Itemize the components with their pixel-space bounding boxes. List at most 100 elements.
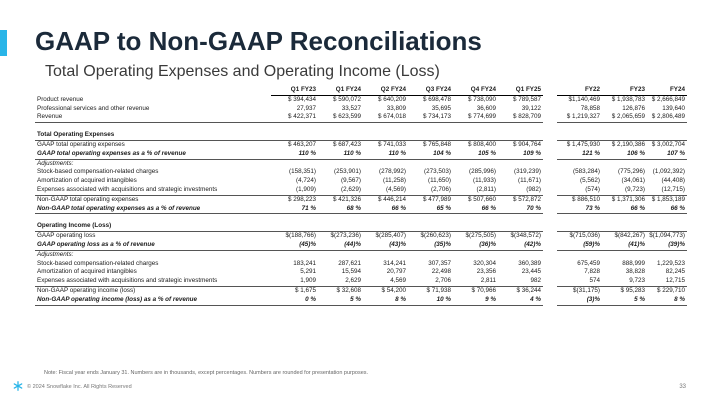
value-cell: 36,609 bbox=[476, 104, 496, 112]
value-cell: 126,876 bbox=[622, 104, 645, 112]
table-row: Stock-based compensation-related charges… bbox=[35, 168, 687, 177]
value-cell: 39,122 bbox=[521, 104, 541, 112]
column-gap bbox=[543, 268, 557, 277]
value-cell: 139,640 bbox=[662, 104, 685, 112]
value-cell: (273,503) bbox=[424, 168, 451, 176]
value-cell: 110 % bbox=[318, 149, 363, 160]
row-label: GAAP operating loss as a % of revenue bbox=[35, 240, 271, 251]
value-cell: $ 2,065,659 bbox=[602, 113, 647, 124]
value-cell: 574 bbox=[557, 277, 602, 287]
value-cell: (11,650) bbox=[428, 177, 451, 185]
value-cell: 82,245 bbox=[665, 268, 685, 276]
value-cell: 106 % bbox=[602, 149, 647, 160]
value-cell: 12,715 bbox=[647, 277, 687, 287]
value-cell: 982 bbox=[498, 277, 543, 287]
value-cell: $ 734,173 bbox=[408, 113, 453, 124]
value-cell: 5 % bbox=[318, 295, 363, 306]
opex-gaap-block: GAAP total operating expenses $ 463,207 $ … bbox=[35, 140, 687, 160]
column-header: Q1 FY23 bbox=[271, 86, 318, 96]
snowflake-icon bbox=[13, 381, 23, 391]
value-cell: $ 904,764 bbox=[512, 140, 541, 148]
row-label: GAAP total operating expenses as a % of … bbox=[35, 149, 271, 160]
value-cell: 314,241 bbox=[383, 259, 406, 267]
value-cell: (39)% bbox=[647, 240, 687, 251]
column-gap bbox=[543, 150, 557, 159]
value-cell: 22,498 bbox=[431, 268, 451, 276]
row-label: Product revenue bbox=[37, 95, 84, 103]
value-cell: (35)% bbox=[408, 240, 453, 251]
table-row: GAAP operating loss as a % of revenue (45… bbox=[35, 240, 687, 251]
opinc-adjustments-label-block: Adjustments: bbox=[35, 250, 687, 259]
value-cell: $ 828,709 bbox=[498, 113, 543, 124]
column-gap bbox=[543, 168, 557, 177]
value-cell: (583,284) bbox=[573, 168, 600, 176]
value-cell: 1,229,523 bbox=[656, 259, 685, 267]
value-cell: (285,996) bbox=[469, 168, 496, 176]
table-row: Expenses associated with acquisitions an… bbox=[35, 185, 687, 196]
column-header: Q2 FY24 bbox=[363, 86, 408, 96]
column-gap bbox=[543, 177, 557, 186]
value-cell: $(273,236) bbox=[330, 232, 361, 240]
value-cell: 27,937 bbox=[296, 104, 316, 112]
opinc-gaap-block: GAAP operating loss $(188,766) $(273,236) $… bbox=[35, 232, 687, 251]
value-cell: 360,389 bbox=[518, 259, 541, 267]
column-gap bbox=[543, 113, 557, 122]
row-label: Stock-based compensation-related charges bbox=[37, 259, 159, 267]
value-cell: $ 2,666,849 bbox=[651, 95, 685, 103]
column-gap bbox=[543, 260, 557, 269]
value-cell: 9,723 bbox=[602, 277, 647, 287]
value-cell: 35,695 bbox=[431, 104, 451, 112]
row-label: GAAP operating loss bbox=[37, 232, 96, 240]
row-label: Non-GAAP operating income (loss) bbox=[37, 286, 136, 294]
table-row: Professional services and other revenue 2… bbox=[35, 105, 687, 114]
value-cell: 23,445 bbox=[521, 268, 541, 276]
value-cell: $ 32,608 bbox=[336, 286, 361, 294]
value-cell: $ 463,207 bbox=[287, 140, 316, 148]
value-cell: $ 298,223 bbox=[287, 195, 316, 203]
copyright-text: © 2024 Snowflake Inc. All Rights Reserve… bbox=[27, 384, 132, 390]
row-label: Amortization of acquired intangibles bbox=[37, 268, 137, 276]
adjustments-label: Adjustments: bbox=[37, 159, 74, 167]
value-cell: $ 3,002,704 bbox=[651, 140, 685, 148]
value-cell: $(31,175) bbox=[573, 286, 600, 294]
value-cell: 5,291 bbox=[300, 268, 316, 276]
value-cell: (36)% bbox=[453, 240, 498, 251]
column-header: Q1 FY25 bbox=[498, 86, 543, 96]
value-cell: (45)% bbox=[271, 240, 318, 251]
table-row: Amortization of acquired intangibles 5,29… bbox=[35, 268, 687, 277]
section-title: Total Operating Expenses bbox=[35, 131, 271, 142]
value-cell: $ 36,244 bbox=[516, 286, 541, 294]
row-label: Non-GAAP operating income (loss) as a % … bbox=[35, 295, 271, 306]
slide-subtitle: Total Operating Expenses and Operating I… bbox=[45, 63, 440, 80]
value-cell: $ 774,699 bbox=[453, 113, 498, 124]
value-cell: 0 % bbox=[271, 295, 318, 306]
value-cell: (2,629) bbox=[318, 185, 363, 196]
value-cell: 66 % bbox=[363, 204, 408, 215]
value-cell: 4 % bbox=[498, 295, 543, 306]
value-cell: $ 698,478 bbox=[422, 95, 451, 103]
header-label-cell bbox=[35, 86, 271, 95]
value-cell: (1,909) bbox=[271, 185, 318, 196]
value-cell: 68 % bbox=[318, 204, 363, 215]
row-label: Expenses associated with acquisitions an… bbox=[35, 185, 271, 196]
value-cell: 307,357 bbox=[428, 259, 451, 267]
value-cell: 104 % bbox=[408, 149, 453, 160]
value-cell: 675,459 bbox=[577, 259, 600, 267]
opinc-title-block: Operating Income (Loss) bbox=[35, 222, 687, 233]
table-row: Non-GAAP total operating expenses $ 298,2… bbox=[35, 195, 687, 204]
table-row: Amortization of acquired intangibles (4,7… bbox=[35, 177, 687, 186]
value-cell: (319,239) bbox=[514, 168, 541, 176]
value-cell: $ 1,938,783 bbox=[611, 95, 645, 103]
value-cell: 38,828 bbox=[625, 268, 645, 276]
value-cell: $ 572,872 bbox=[512, 195, 541, 203]
value-cell: $ 71,938 bbox=[426, 286, 451, 294]
row-label: Professional services and other revenue bbox=[37, 104, 150, 112]
value-cell: $(715,036) bbox=[569, 232, 600, 240]
value-cell: (44,408) bbox=[661, 177, 685, 185]
value-cell: 7,828 bbox=[584, 268, 600, 276]
accent-bar bbox=[0, 30, 7, 56]
value-cell: $ 808,400 bbox=[467, 140, 496, 148]
value-cell: 23,356 bbox=[476, 268, 496, 276]
value-cell: 287,621 bbox=[338, 259, 361, 267]
spacer-block bbox=[35, 123, 687, 132]
